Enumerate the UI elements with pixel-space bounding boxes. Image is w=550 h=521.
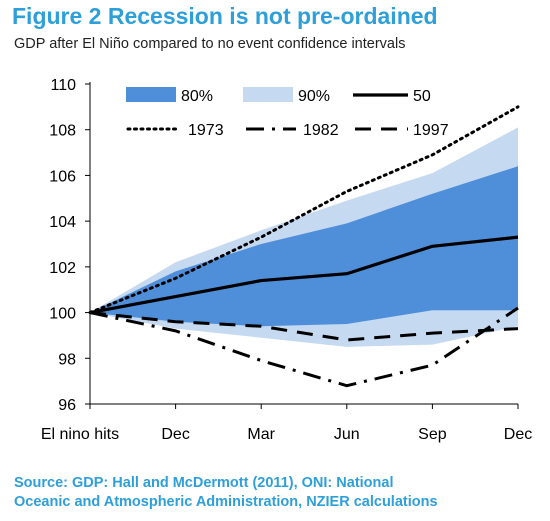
series-line-1973 (88, 105, 520, 315)
chart-title: Figure 2 Recession is not pre-ordained (12, 3, 438, 29)
series-line-50 (89, 235, 519, 315)
series-line-1982 (89, 306, 519, 388)
x-tick-label: Jun (334, 426, 360, 443)
legend-swatch-90pct (243, 87, 293, 102)
y-tick-label: 102 (49, 260, 76, 277)
y-tick-label: 106 (49, 168, 76, 185)
chart-axes: 96 98 100 102 104 106 108 110 El nino hits Dec Mar… (41, 77, 532, 443)
legend-label-1973: 1973 (188, 122, 224, 139)
legend-swatch-80pct (126, 87, 176, 102)
x-tick-label: Dec (504, 426, 532, 443)
y-tick-label: 100 (49, 306, 76, 323)
gdp-chart: 96 98 100 102 104 106 108 110 El nino hits Dec Mar… (41, 77, 532, 443)
x-tick-label: Sep (418, 426, 447, 443)
series-lines (88, 105, 520, 388)
x-tick-label: El nino hits (41, 426, 119, 443)
y-tick-label: 96 (58, 397, 76, 414)
x-tick-label: Dec (161, 426, 189, 443)
x-tick-label: Mar (247, 426, 275, 443)
y-tick-label: 110 (50, 77, 76, 94)
series-line-1997 (89, 311, 519, 342)
legend-label-1982: 1982 (303, 122, 339, 139)
band-80pct (90, 166, 518, 327)
y-tick-label: 98 (58, 351, 76, 368)
y-tick-label: 108 (49, 123, 76, 140)
chart-legend: 80% 90% 50 1973 1982 1997 (126, 87, 449, 139)
source-line-2: Oceanic and Atmospheric Administration, … (14, 494, 438, 510)
legend-label-50: 50 (413, 88, 431, 105)
legend-label-80pct: 80% (181, 88, 213, 105)
source-line-1: Source: GDP: Hall and McDermott (2011), … (14, 475, 394, 491)
legend-label-1997: 1997 (413, 122, 449, 139)
source-note: Source: GDP: Hall and McDermott (2011), … (14, 474, 438, 512)
legend-label-90pct: 90% (298, 88, 330, 105)
y-tick-label: 104 (49, 214, 76, 231)
chart-subtitle: GDP after El Niño compared to no event c… (14, 36, 406, 52)
confidence-bands (90, 127, 518, 347)
